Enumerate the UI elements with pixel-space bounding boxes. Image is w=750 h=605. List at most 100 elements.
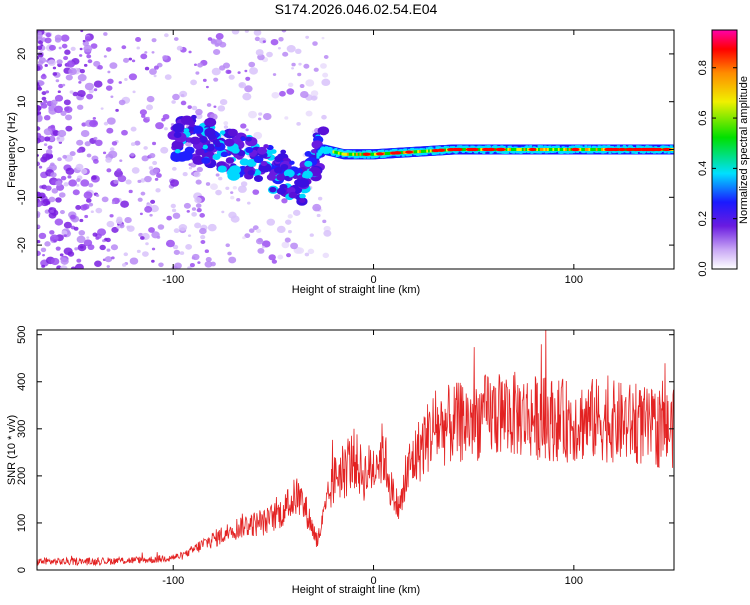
- noise-blob: [95, 193, 100, 197]
- noise-blob: [277, 254, 284, 260]
- noise-blob: [195, 108, 203, 116]
- noise-blob: [148, 227, 155, 233]
- noise-blob: [47, 145, 53, 150]
- noise-blob: [65, 74, 73, 81]
- spectrogram-ytick-label: 0: [16, 146, 28, 152]
- noise-blob: [134, 140, 141, 146]
- noise-blob: [83, 44, 93, 53]
- noise-blob: [63, 234, 67, 238]
- ridge-band-peak: [332, 150, 336, 154]
- ridge-band-peak: [543, 148, 547, 151]
- ridge-blob: [304, 150, 313, 157]
- noise-blob: [172, 244, 179, 250]
- ridge-band-peak: [429, 149, 433, 153]
- ridge-blob: [231, 147, 240, 154]
- noise-blob: [106, 127, 114, 134]
- noise-blob: [119, 159, 123, 162]
- ridge-band-peak: [384, 152, 388, 156]
- noise-blob: [164, 33, 169, 38]
- noise-blob: [117, 175, 127, 183]
- noise-blob: [136, 249, 141, 253]
- noise-blob: [102, 151, 107, 155]
- noise-blob: [266, 51, 273, 58]
- noise-blob: [60, 257, 69, 265]
- noise-blob: [65, 167, 75, 175]
- ridge-blob: [187, 120, 196, 127]
- noise-blob: [61, 230, 68, 236]
- ridge-band-peak: [601, 148, 605, 151]
- noise-blob: [37, 32, 43, 40]
- noise-blob: [245, 76, 251, 81]
- noise-blob: [42, 198, 51, 206]
- noise-blob: [111, 226, 119, 233]
- colorbar-tick-label: 0.0: [697, 261, 709, 276]
- ridge-band-peak: [462, 148, 466, 151]
- noise-blob: [111, 256, 115, 260]
- noise-blob: [74, 247, 78, 251]
- noise-blob: [281, 241, 290, 249]
- noise-blob: [298, 62, 302, 66]
- noise-blob: [120, 200, 130, 208]
- noise-blob: [109, 214, 114, 218]
- noise-blob: [261, 240, 271, 248]
- ridge-band-peak: [536, 148, 540, 151]
- ridge-band-peak: [359, 152, 363, 156]
- ridge-band-peak: [521, 148, 525, 151]
- spectrogram-ytick-label: -10: [16, 189, 28, 205]
- noise-blob: [100, 107, 104, 110]
- noise-blob: [95, 236, 100, 240]
- noise-blob: [140, 236, 145, 240]
- noise-blob: [103, 55, 107, 58]
- noise-blob: [50, 172, 57, 178]
- ridge-band-peak: [382, 152, 386, 156]
- noise-blob: [50, 124, 56, 129]
- ridge-blob: [204, 117, 217, 128]
- ridge-blob: [198, 136, 208, 144]
- ridge-band-peak: [464, 148, 468, 151]
- noise-blob: [230, 195, 235, 200]
- noise-blob: [37, 239, 41, 244]
- noise-blob: [149, 68, 157, 75]
- ridge-band-peak: [424, 149, 428, 153]
- ridge-band-peak: [547, 148, 551, 151]
- colorbar-tick-label: 0.4: [697, 161, 709, 176]
- ridge-peak: [393, 151, 402, 155]
- ridge-blob: [247, 169, 255, 176]
- noise-blob: [196, 166, 203, 173]
- snr-frame: [36, 329, 675, 571]
- noise-blob: [40, 44, 44, 47]
- ridge-blob: [269, 186, 277, 193]
- noise-blob: [70, 214, 76, 220]
- noise-blob: [118, 81, 122, 84]
- noise-blob: [166, 215, 172, 221]
- ridge-blob: [173, 132, 182, 139]
- noise-blob: [106, 265, 110, 268]
- ridge-band-peak: [345, 152, 349, 156]
- ridge-band-peak: [341, 152, 345, 156]
- ridge-band-peak: [373, 152, 377, 156]
- noise-blob: [38, 232, 47, 240]
- noise-blob: [145, 104, 153, 111]
- noise-blob: [247, 201, 251, 205]
- noise-blob: [70, 266, 76, 269]
- noise-blob: [256, 228, 262, 234]
- noise-blob: [284, 116, 289, 120]
- noise-blob: [189, 263, 195, 268]
- noise-blob: [75, 205, 82, 210]
- noise-blob: [80, 179, 90, 187]
- noise-blob: [43, 115, 51, 121]
- ridge-band-peak: [415, 150, 419, 154]
- noise-blob: [41, 91, 47, 96]
- spectrogram-ytick-label: -20: [16, 237, 28, 253]
- noise-blob: [217, 105, 226, 112]
- noise-blob: [144, 206, 153, 213]
- noise-blob: [140, 53, 148, 60]
- ridge-band-peak: [590, 148, 594, 151]
- noise-blob: [56, 59, 63, 65]
- noise-blob: [195, 71, 200, 75]
- noise-blob: [79, 54, 83, 57]
- noise-blob: [41, 96, 47, 101]
- noise-blob: [248, 61, 256, 68]
- ridge-blob: [219, 130, 226, 135]
- noise-blob: [282, 51, 289, 57]
